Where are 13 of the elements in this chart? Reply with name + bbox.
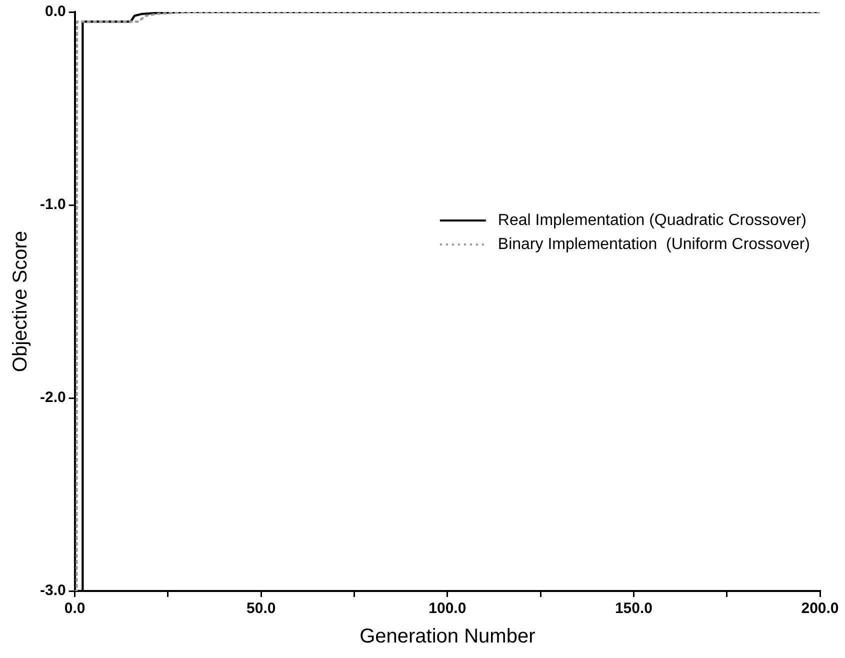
legend-label: Real Implementation (Quadratic Crossover) <box>498 212 806 229</box>
y-tick-label: 0.0 <box>44 3 66 20</box>
x-axis-title: Generation Number <box>360 626 536 648</box>
x-tick-label: 150.0 <box>614 600 652 618</box>
y-axis-title: Objective Score <box>10 230 32 372</box>
x-tick-label: 100.0 <box>428 600 466 618</box>
legend-label: Binary Implementation (Uniform Crossover) <box>498 236 810 253</box>
y-tick-label: -3.0 <box>40 582 66 600</box>
y-tick-label: -2.0 <box>40 389 66 406</box>
x-tick-label: 0.0 <box>64 600 86 618</box>
x-tick-label: 50.0 <box>246 600 276 618</box>
x-tick-label: 200.0 <box>801 600 839 618</box>
y-tick-label: -1.0 <box>40 196 66 214</box>
